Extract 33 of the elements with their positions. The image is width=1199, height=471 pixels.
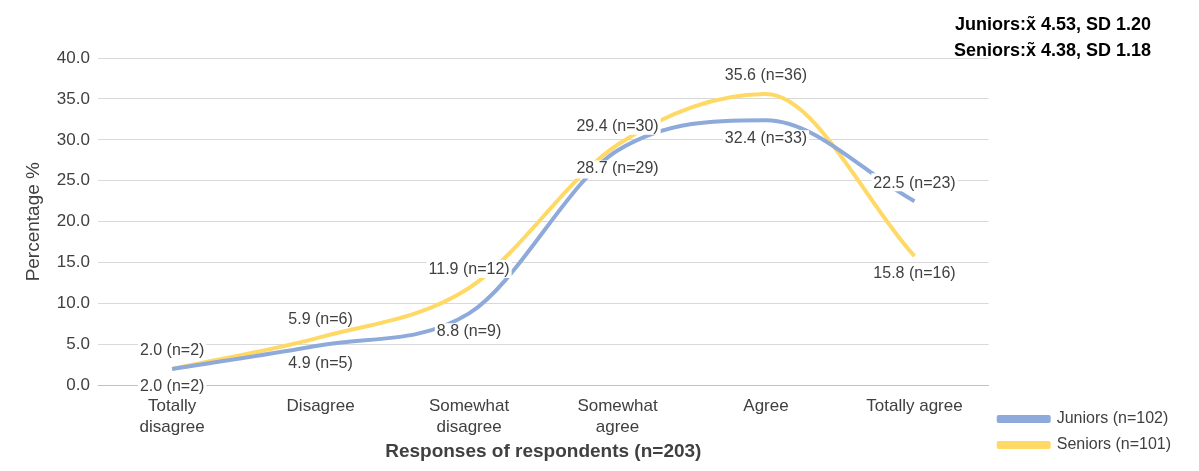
x-tick-label: Somewhat disagree xyxy=(428,396,510,436)
x-tick-label: Agree xyxy=(743,396,789,416)
y-tick-label: 40.0 xyxy=(56,47,90,67)
y-tick-label: 30.0 xyxy=(56,129,90,149)
data-label: 28.7 (n=29) xyxy=(576,158,659,176)
y-axis-title: Percentage % xyxy=(21,161,43,282)
x-tick-label: Totally agree xyxy=(866,396,963,416)
x-tick-label: Somewhat agree xyxy=(577,396,658,436)
data-label: 8.8 (n=9) xyxy=(436,321,502,339)
data-label: 2.0 (n=2) xyxy=(139,341,205,359)
data-label: 5.9 (n=6) xyxy=(288,309,353,327)
data-label: 2.0 (n=2) xyxy=(139,377,205,395)
text: Juniors:x̃ 4.53, SD 1.20 xyxy=(954,13,1151,34)
data-label: 29.4 (n=30) xyxy=(576,117,659,135)
annotation: Seniors:x̃ 4.38, SD 1.18 xyxy=(953,39,1151,60)
x-tick-label: Disagree xyxy=(286,396,355,416)
y-tick-label: 35.0 xyxy=(56,88,90,108)
data-label: 4.9 (n=5) xyxy=(288,353,353,371)
y-tick-label: 15.0 xyxy=(56,252,90,272)
y-tick-label: 20.0 xyxy=(56,211,90,231)
data-label: 11.9 (n=12) xyxy=(428,260,510,278)
y-tick-label: 0.0 xyxy=(66,375,90,395)
y-tick-label: 10.0 xyxy=(56,293,90,313)
data-label: 15.8 (n=16) xyxy=(873,264,956,282)
data-label: 32.4 (n=33) xyxy=(724,128,808,146)
y-tick-label: 25.0 xyxy=(56,170,90,190)
x-axis-title: Responses of respondents (n=203) xyxy=(385,439,702,461)
y-tick-label: 5.0 xyxy=(66,334,90,354)
data-label: 22.5 (n=23) xyxy=(873,173,956,191)
data-label: 35.6 (n=36) xyxy=(724,66,808,84)
legend-label: Juniors (n=102) xyxy=(1056,409,1169,427)
legend-label: Seniors (n=101) xyxy=(1056,435,1172,453)
x-tick-label: Totally disagree xyxy=(139,396,205,436)
